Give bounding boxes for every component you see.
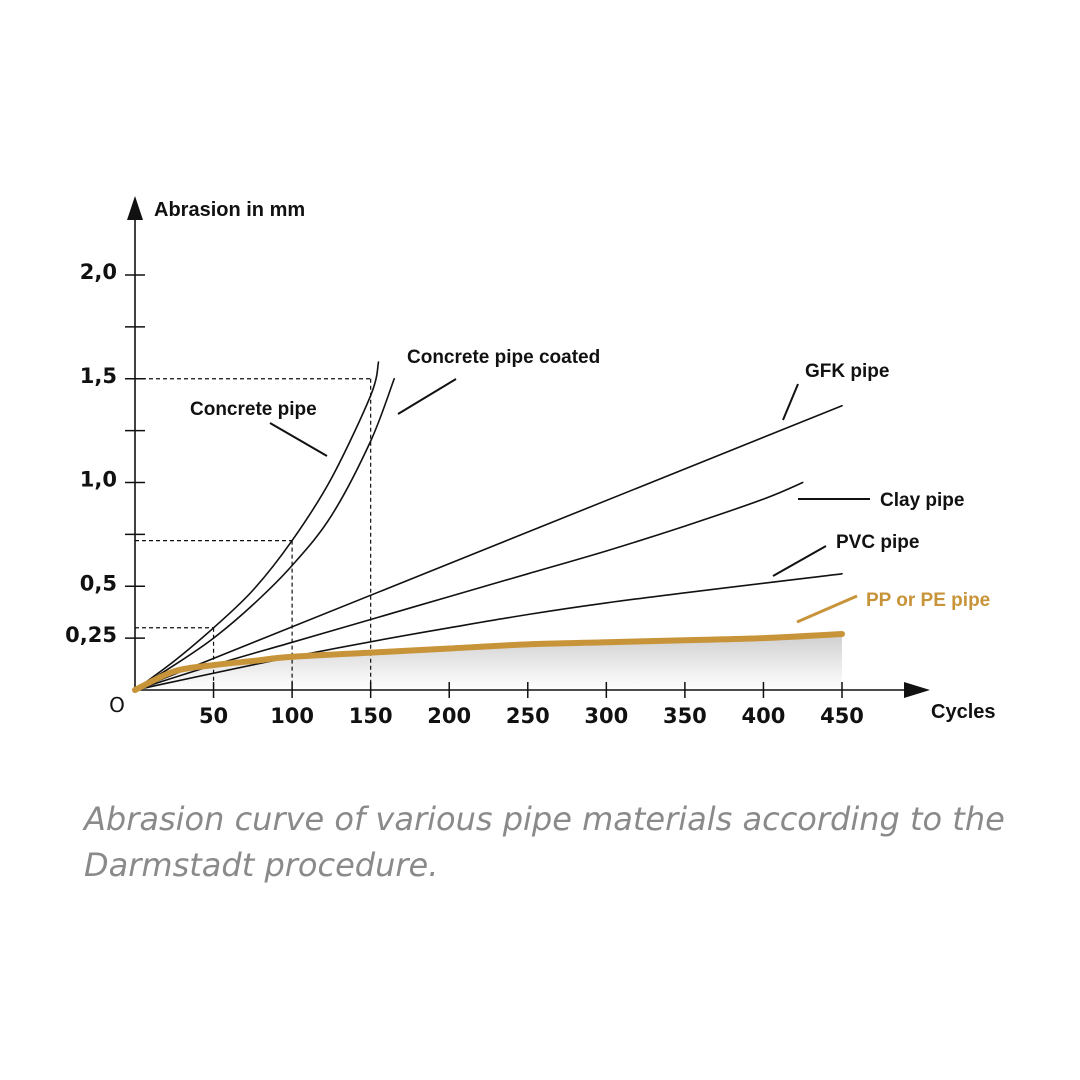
x-tick-label: 400 (742, 704, 786, 728)
series-label-concrete-pipe: Concrete pipe (190, 399, 317, 420)
origin-label: O (109, 693, 125, 717)
x-tick-label: 50 (199, 704, 228, 728)
y-tick-label: 1,5 (80, 364, 117, 388)
y-axis-title: Abrasion in mm (154, 199, 305, 221)
series-line-concrete-pipe-coated (134, 378, 395, 691)
leader-line-pp-or-pe-pipe (796, 594, 858, 624)
y-tick-label: 0,5 (80, 571, 117, 595)
y-tick-label: 1,0 (80, 468, 117, 492)
x-axis-arrow-icon (904, 682, 930, 698)
y-tick-label: 2,0 (80, 260, 117, 284)
series-label-pvc-pipe: PVC pipe (836, 532, 919, 553)
y-tick-label: 0,25 (65, 623, 117, 647)
leader-line-concrete-pipe-coated (397, 378, 457, 415)
y-axis-arrow-icon (127, 196, 143, 220)
x-tick-label: 100 (270, 704, 314, 728)
leader-line-concrete-pipe (269, 422, 328, 457)
series-label-concrete-pipe-coated: Concrete pipe coated (407, 347, 600, 368)
series-label-pp-or-pe-pipe: PP or PE pipe (866, 590, 990, 611)
series-label-clay-pipe: Clay pipe (880, 490, 964, 511)
x-tick-label: 300 (584, 704, 628, 728)
leader-line-gfk-pipe (782, 383, 799, 421)
series-line-clay-pipe (134, 481, 804, 691)
series-line-gfk-pipe (134, 404, 843, 691)
series-line-pvc-pipe (134, 573, 843, 691)
x-tick-label: 350 (663, 704, 707, 728)
x-axis-title: Cycles (931, 701, 996, 723)
x-tick-label: 200 (427, 704, 471, 728)
series-line-pp-or-pe-pipe (132, 631, 845, 693)
x-tick-label: 150 (349, 704, 393, 728)
series-label-gfk-pipe: GFK pipe (805, 361, 889, 382)
abrasion-chart: 50 100 150 200 250 300 350 400 450 0,25 0,5 1,0 1,5 2… (65, 196, 996, 728)
leader-line-pvc-pipe (772, 545, 827, 577)
pp-pe-shaded-area (135, 634, 842, 690)
series-line-concrete-pipe (134, 361, 380, 691)
x-tick-label: 250 (506, 704, 550, 728)
x-tick-label: 450 (820, 704, 864, 728)
figure-caption: Abrasion curve of various pipe materials… (84, 800, 1005, 884)
